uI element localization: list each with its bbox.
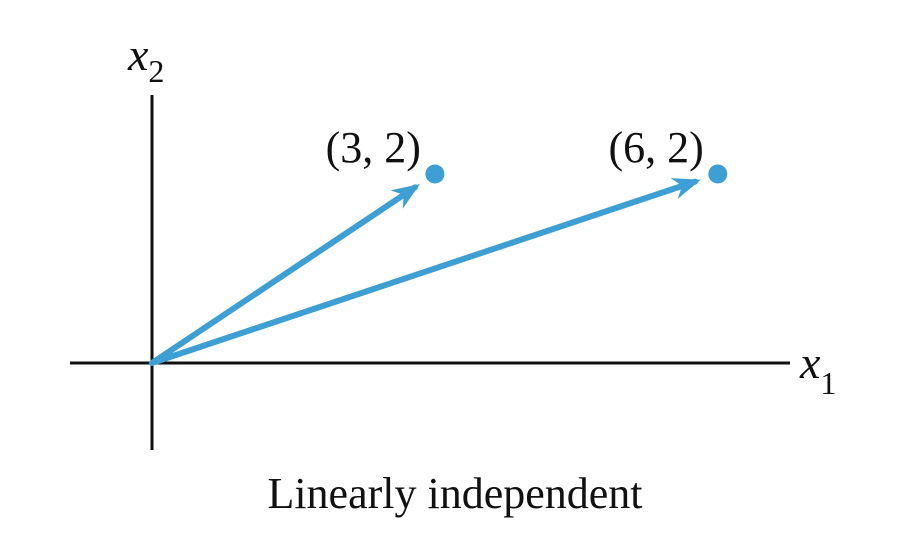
y-axis-var: x: [127, 29, 149, 80]
vector-endpoint-1: [425, 164, 445, 184]
x-axis-sub: 1: [820, 365, 836, 401]
y-axis-label: x2: [127, 29, 164, 89]
diagram-caption: Linearly independent: [267, 469, 642, 518]
vectors-group: (3, 2) (6, 2): [149, 123, 728, 366]
vector-arrowhead-1: [390, 183, 420, 209]
y-axis-sub: 2: [148, 53, 164, 89]
vector-endpoint-2: [708, 164, 728, 184]
x-axis-label: x1: [799, 337, 836, 401]
x-axis-var: x: [799, 337, 821, 388]
vector-arrow-1: [149, 184, 418, 366]
vector-arrowhead-2: [670, 178, 701, 200]
vector-label-2: (6, 2): [608, 123, 703, 172]
vector-arrow-2: [149, 178, 699, 366]
vector-label-1: (3, 2): [326, 123, 421, 172]
